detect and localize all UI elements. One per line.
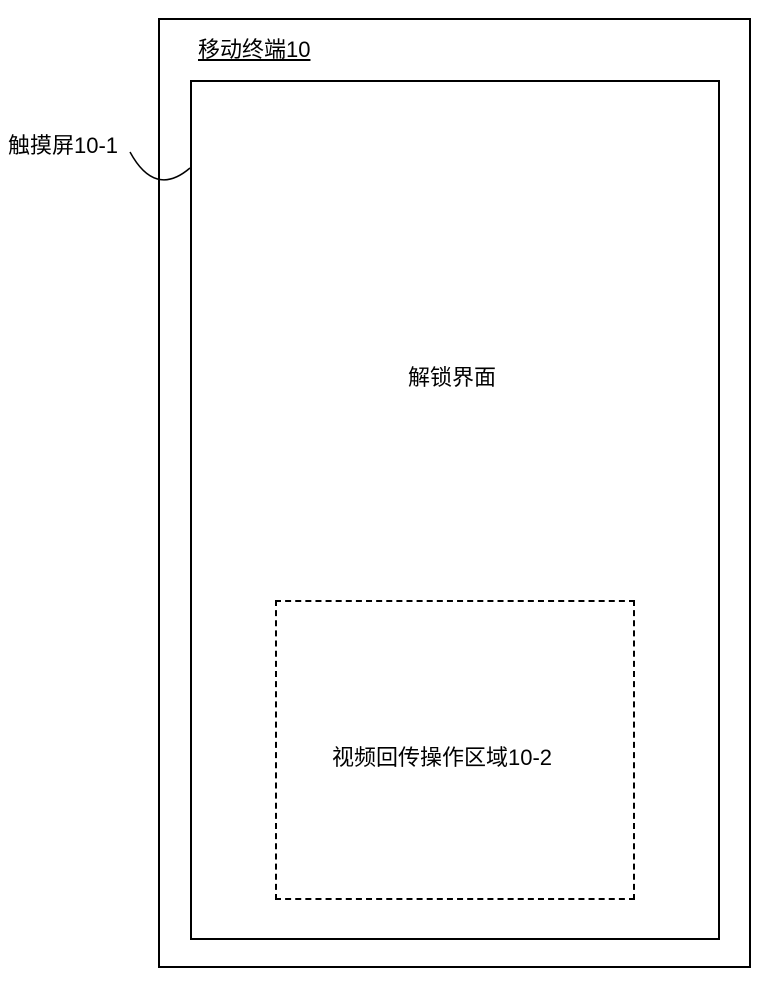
video-return-area-label: 视频回传操作区域10-2 bbox=[332, 740, 552, 772]
diagram-root: 移动终端10 触摸屏10-1 解锁界面 视频回传操作区域10-2 bbox=[0, 0, 773, 1000]
unlock-interface-label: 解锁界面 bbox=[408, 360, 496, 392]
